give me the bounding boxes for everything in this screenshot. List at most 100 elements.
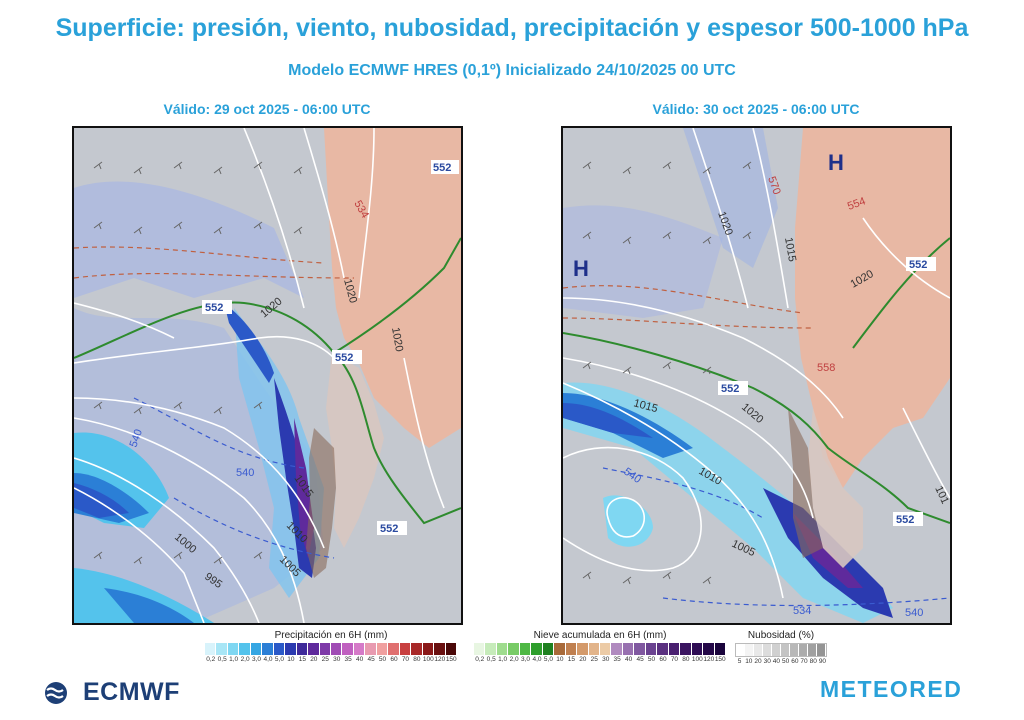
snow-color-swatch	[554, 643, 566, 655]
meteored-logo: METEORED	[820, 676, 963, 702]
precip-color-swatch	[399, 643, 412, 655]
cloud-color-swatch	[817, 644, 826, 656]
snow-color-swatch	[496, 643, 509, 655]
snow-tick-label: 60	[659, 656, 667, 663]
cloud-color-swatch	[772, 644, 781, 656]
thickness-label: 540	[128, 428, 146, 449]
precip-tick-label: 25	[321, 656, 329, 663]
isobar-label: 1020	[389, 326, 405, 352]
cloud-tick-label: 60	[791, 658, 799, 665]
precip-color-swatch	[411, 643, 423, 655]
cloud-tick-label: 5	[737, 658, 742, 665]
thickness-label: 552	[909, 259, 927, 271]
cloud-tick-label: 50	[782, 658, 790, 665]
snow-color-swatch	[680, 643, 692, 655]
snow-tick-label: 120	[703, 656, 715, 663]
snow-tick-label: 80	[682, 656, 690, 663]
snow-color-swatch	[703, 643, 715, 655]
precip-color-swatch	[319, 643, 331, 655]
cloud-tick-label: 70	[800, 658, 808, 665]
snow-tick-label: 45	[636, 656, 644, 663]
page-title: Superficie: presión, viento, nubosidad, …	[55, 14, 969, 42]
thickness-label: 540	[905, 607, 923, 619]
snow-tick-label: 150	[714, 656, 726, 663]
cloud-color-swatch	[799, 644, 808, 656]
precip-tick-label: 150	[445, 656, 457, 663]
precip-tick-label: 0,5	[217, 656, 227, 663]
snow-legend-title: Nieve acumulada en 6H (mm)	[533, 630, 667, 641]
thickness-label: 558	[817, 362, 835, 374]
precip-tick-label: 1,0	[229, 656, 239, 663]
forecast-map-right[interactable]: H H 1020 1015 1020 1020 1015 1010 1005 1…	[561, 126, 952, 625]
thickness-label: 552	[380, 523, 398, 535]
thickness-label: 552	[721, 383, 739, 395]
precip-color-swatch	[227, 643, 240, 655]
precip-color-swatch	[353, 643, 366, 655]
snow-color-swatch	[691, 643, 704, 655]
snow-color-swatch	[668, 643, 681, 655]
precip-color-swatch	[434, 643, 446, 655]
cloud-color-swatch	[745, 644, 754, 656]
precip-tick-label: 120	[434, 656, 446, 663]
precip-color-swatch	[250, 643, 263, 655]
precip-color-swatch	[388, 643, 400, 655]
snow-tick-label: 1,0	[498, 656, 508, 663]
snow-color-swatch	[634, 643, 646, 655]
snow-color-swatch	[508, 643, 520, 655]
snow-tick-label: 4,0	[532, 656, 542, 663]
snow-tick-label: 25	[590, 656, 598, 663]
precip-color-swatch	[205, 643, 217, 655]
cloud-tick-label: 30	[763, 658, 771, 665]
precip-ticks: 0,2 0,5 1,0 2,0 3,0 4,0 5,0 10 15 20 25 30 35 40 45 50 6…	[205, 656, 457, 663]
cloud-colorbar	[735, 643, 827, 657]
forecast-map-left[interactable]: 1020 1020 1020 1015 1010 1005 1000 995 5…	[72, 126, 463, 625]
precip-color-swatch	[330, 643, 343, 655]
map-canvas-left: 1020 1020 1020 1015 1010 1005 1000 995 5…	[74, 128, 461, 623]
snow-tick-label: 2,0	[509, 656, 519, 663]
precip-tick-label: 70	[401, 656, 410, 663]
precip-tick-label: 60	[390, 656, 398, 663]
precip-tick-label: 20	[310, 656, 318, 663]
high-pressure-center: H	[828, 150, 844, 175]
cloud-tick-label: 10	[745, 658, 753, 665]
snow-color-swatch	[657, 643, 669, 655]
precip-color-swatch	[239, 643, 251, 655]
valid-time-right: Válido: 30 oct 2025 - 06:00 UTC	[652, 101, 860, 117]
snow-color-swatch	[577, 643, 589, 655]
snow-tick-label: 5,0	[543, 656, 553, 663]
snow-color-swatch	[588, 643, 600, 655]
precip-legend: Precipitación en 6H (mm) 0,2 0,5 1,0 2,0 3,0…	[205, 630, 457, 663]
precip-tick-label: 40	[356, 656, 364, 663]
thickness-label: 552	[205, 302, 223, 314]
precip-tick-label: 10	[287, 656, 295, 663]
precip-color-swatch	[296, 643, 309, 655]
precip-tick-label: 4,0	[263, 656, 273, 663]
wind-barbs-left	[93, 161, 303, 565]
cloud-tick-label: 40	[772, 658, 781, 665]
precip-color-swatch	[308, 643, 320, 655]
cloud-legend: Nubosidad (%) 5 10 20 30 40 50 60 70 80 90	[735, 630, 827, 665]
snow-tick-label: 35	[613, 656, 621, 663]
precip-legend-title: Precipitación en 6H (mm)	[274, 630, 388, 641]
snow-tick-label: 3,0	[521, 656, 531, 663]
snow-color-swatch	[531, 643, 543, 655]
thickness-label: 554	[846, 195, 867, 213]
precip-colorbar	[205, 643, 457, 655]
precip-tick-label: 2,0	[240, 656, 250, 663]
cloud-legend-title: Nubosidad (%)	[747, 630, 815, 641]
snow-color-swatch	[645, 643, 658, 655]
ecmwf-logo-icon	[45, 681, 67, 704]
cloud-color-swatch	[754, 644, 763, 656]
precip-tick-label: 80	[413, 656, 421, 663]
precip-color-swatch	[342, 643, 354, 655]
map-canvas-right: H H 1020 1015 1020 1020 1015 1010 1005 1…	[563, 128, 950, 623]
precip-color-swatch	[445, 643, 457, 655]
snow-tick-label: 20	[579, 656, 587, 663]
snow-tick-label: 15	[567, 656, 575, 663]
thickness-label: 570	[765, 175, 783, 196]
precip-tick-label: 3,0	[252, 656, 262, 663]
cloud-tick-label: 20	[754, 658, 762, 665]
snow-color-swatch	[565, 643, 578, 655]
snow-ticks: 0,2 0,5 1,0 2,0 3,0 4,0 5,0 10 15 20 25 30 35 40 45 50 6…	[474, 656, 726, 663]
thickness-label: 552	[896, 514, 914, 526]
